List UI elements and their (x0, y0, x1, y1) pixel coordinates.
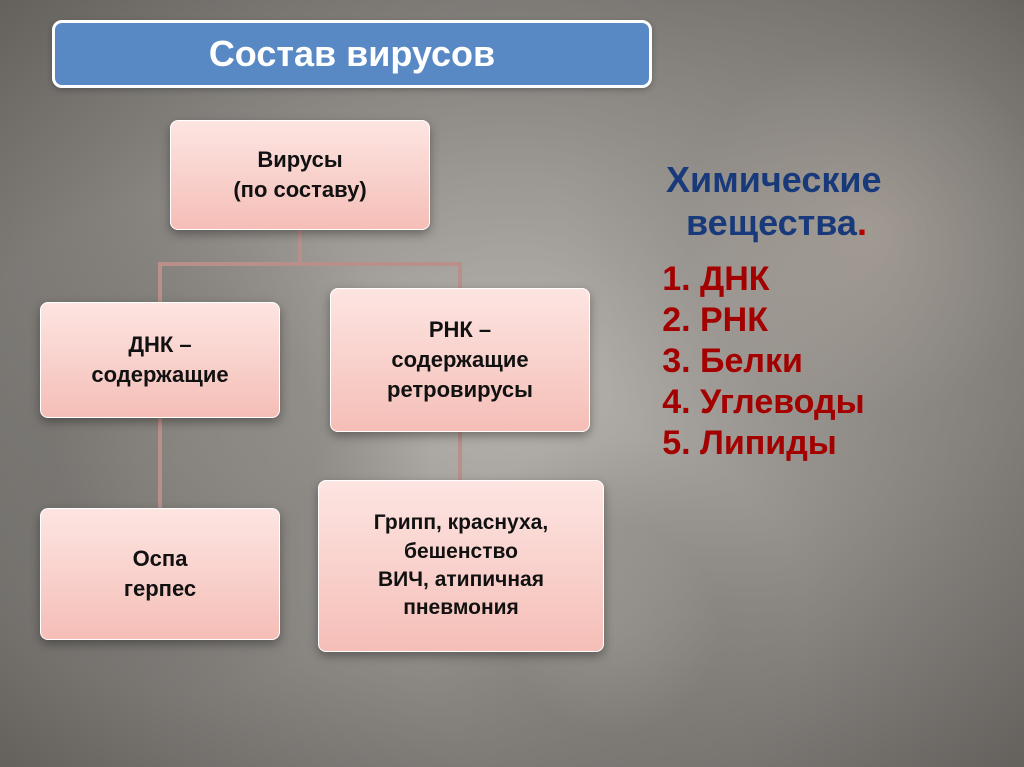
node-text: содержащие (391, 345, 528, 375)
node-text: РНК – (429, 315, 491, 345)
node-text: Вирусы (257, 145, 342, 175)
chem-heading: Химические вещества. (666, 158, 986, 244)
list-item: РНК (700, 301, 986, 340)
node-dna: ДНК – содержащие (40, 302, 280, 418)
node-text: (по составу) (233, 175, 366, 205)
list-item: Белки (700, 342, 986, 381)
chem-heading-line2: вещества (686, 202, 857, 243)
node-rna-example: Грипп, краснуха, бешенство ВИЧ, атипична… (318, 480, 604, 652)
slide-title: Состав вирусов (209, 33, 495, 74)
slide: Состав вирусов Вирусы (по составу) ДНК –… (0, 0, 1024, 767)
node-text: содержащие (91, 360, 228, 390)
chem-list: ДНК РНК Белки Углеводы Липиды (666, 260, 986, 463)
title-bar: Состав вирусов (52, 20, 652, 88)
node-text: ВИЧ, атипичная (378, 566, 544, 594)
node-text: ДНК – (128, 330, 191, 360)
node-dna-example: Оспа герпес (40, 508, 280, 640)
punct-dot: . (857, 202, 867, 243)
node-text: Оспа (133, 544, 188, 574)
node-text: Грипп, краснуха, (374, 509, 548, 537)
chem-heading-line1: Химические (666, 159, 882, 200)
list-item: ДНК (700, 260, 986, 299)
diagram-tree: Вирусы (по составу) ДНК – содержащие РНК… (40, 120, 650, 720)
list-item: Липиды (700, 424, 986, 463)
connector (158, 418, 162, 508)
node-text: ретровирусы (387, 375, 533, 405)
node-rna: РНК – содержащие ретровирусы (330, 288, 590, 432)
node-root: Вирусы (по составу) (170, 120, 430, 230)
node-text: пневмония (403, 594, 519, 622)
connector (158, 262, 162, 302)
node-text: герпес (124, 574, 196, 604)
connector (158, 262, 462, 266)
connector (298, 230, 302, 262)
sidebar: Химические вещества. ДНК РНК Белки Углев… (666, 158, 986, 465)
node-text: бешенство (404, 538, 518, 566)
connector (458, 432, 462, 480)
connector (458, 262, 462, 288)
list-item: Углеводы (700, 383, 986, 422)
